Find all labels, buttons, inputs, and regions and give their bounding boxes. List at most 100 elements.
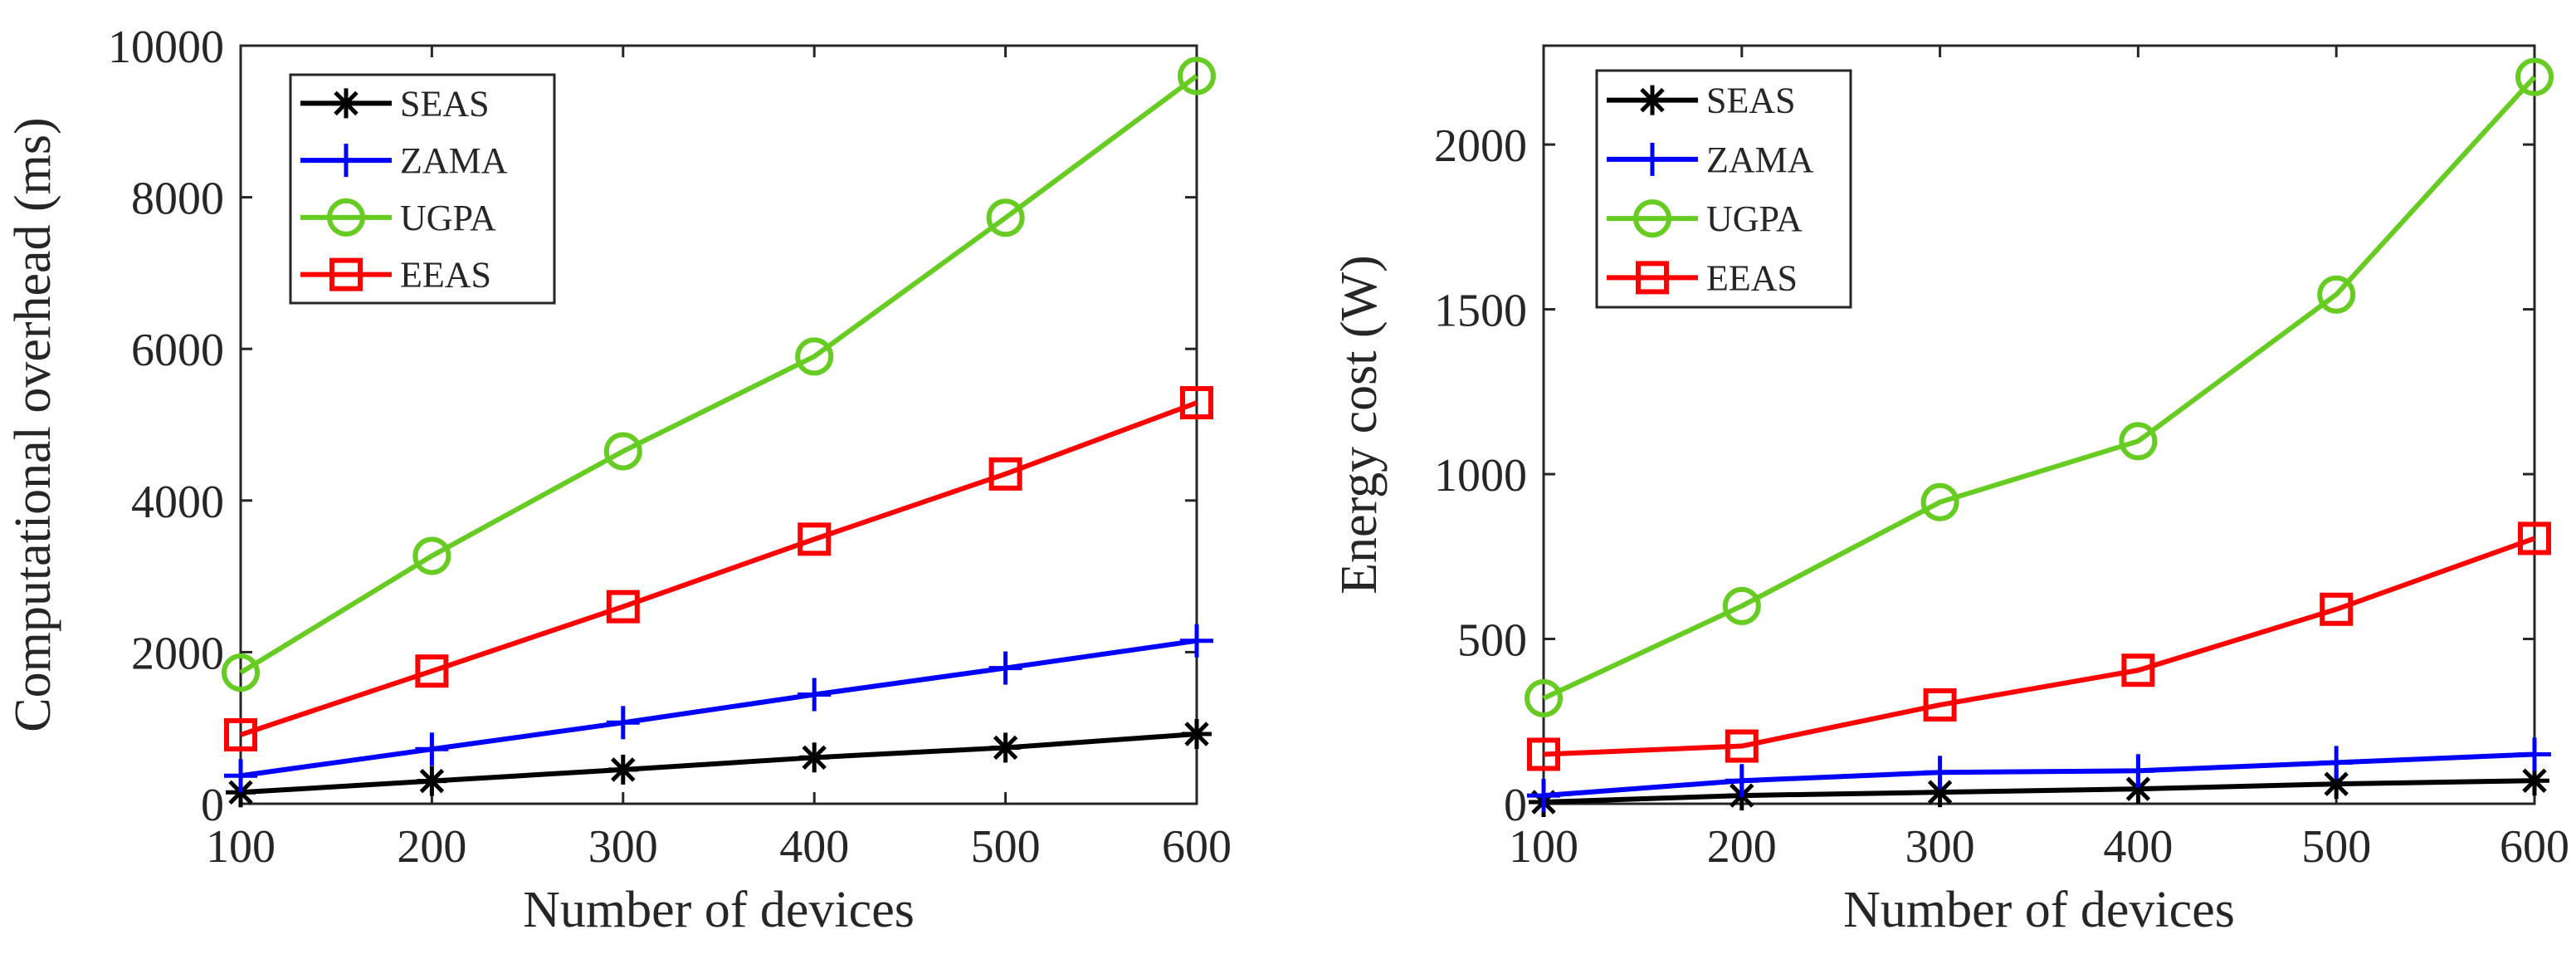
legend-entry-zama: ZAMA bbox=[1607, 139, 1814, 180]
x-axis-label: Number of devices bbox=[523, 882, 915, 938]
series-line-zama bbox=[240, 638, 1198, 779]
axes-frame bbox=[239, 44, 1198, 805]
legend-entry-zama: ZAMA bbox=[300, 140, 508, 181]
data-point-seas bbox=[799, 742, 830, 773]
legend-entry-eeas: EEAS bbox=[1607, 257, 1798, 298]
legend-marker-seas bbox=[331, 88, 361, 119]
data-point-zama bbox=[2121, 754, 2155, 788]
legend-marker-eeas bbox=[1636, 261, 1669, 295]
data-point-ugpa bbox=[986, 198, 1025, 237]
data-point-zama bbox=[606, 706, 640, 740]
x-tick-label: 500 bbox=[971, 821, 1041, 873]
series-line-eeas bbox=[1543, 536, 2536, 757]
data-point-eeas bbox=[1527, 737, 1560, 771]
legend-entry-eeas: EEAS bbox=[300, 255, 491, 296]
data-point-zama bbox=[415, 732, 449, 766]
data-point-seas bbox=[2321, 769, 2352, 800]
data-point-ugpa bbox=[1178, 56, 1216, 95]
series-line-seas bbox=[1543, 778, 2535, 805]
data-point-zama bbox=[1725, 764, 1759, 798]
series-seas bbox=[226, 719, 1212, 808]
legend-label-seas: SEAS bbox=[400, 83, 490, 124]
y-tick-label: 0 bbox=[1504, 780, 1527, 831]
series-ugpa bbox=[222, 56, 1216, 692]
data-point-ugpa bbox=[603, 432, 642, 471]
data-point-ugpa bbox=[2515, 57, 2554, 96]
legend-marker-eeas bbox=[329, 257, 363, 291]
series-zama bbox=[224, 624, 1213, 793]
legend-label-seas: SEAS bbox=[1706, 81, 1796, 121]
series-ugpa bbox=[1525, 57, 2554, 717]
legend-entry-ugpa: UGPA bbox=[300, 198, 496, 238]
legend-entry-seas: SEAS bbox=[1607, 81, 1796, 121]
y-tick-label: 10000 bbox=[108, 22, 224, 73]
legend-label-zama: ZAMA bbox=[400, 140, 508, 181]
series-line-ugpa bbox=[239, 74, 1198, 675]
data-point-ugpa bbox=[1525, 678, 1563, 717]
data-point-seas bbox=[417, 766, 447, 796]
y-tick-label: 8000 bbox=[131, 174, 224, 225]
x-tick-label: 600 bbox=[2500, 821, 2569, 873]
series-line-seas bbox=[240, 732, 1198, 795]
y-tick-label: 6000 bbox=[131, 325, 224, 376]
data-point-eeas bbox=[2121, 653, 2155, 688]
data-point-zama bbox=[1180, 624, 1213, 658]
data-point-eeas bbox=[2518, 521, 2551, 555]
legend: SEAS ZAMA UGPA EEAS bbox=[289, 73, 556, 305]
y-axis-label: Energy cost (W) bbox=[1331, 255, 1388, 595]
series-eeas bbox=[1527, 521, 2551, 771]
data-point-zama bbox=[2518, 737, 2551, 771]
legend-marker-ugpa bbox=[1633, 199, 1671, 238]
energy-cost-chart: 100 200 300 400 500 600 0 500 1000 1500 2000 Number… bbox=[1331, 44, 2569, 938]
y-tick-label: 500 bbox=[1457, 615, 1527, 667]
data-point-ugpa bbox=[1722, 586, 1761, 625]
legend-label-eeas: EEAS bbox=[1706, 257, 1798, 298]
y-tick-label: 2000 bbox=[131, 628, 224, 679]
legend-label-eeas: EEAS bbox=[400, 255, 491, 296]
y-tick-label: 2000 bbox=[1434, 120, 1527, 172]
x-tick-label: 300 bbox=[588, 821, 658, 873]
data-point-zama bbox=[224, 759, 257, 793]
legend-entry-ugpa: UGPA bbox=[1607, 198, 1803, 239]
y-tick-label: 1000 bbox=[1434, 450, 1527, 502]
data-point-eeas bbox=[798, 522, 832, 556]
y-axis-label: Computational overhead (ms) bbox=[5, 117, 61, 732]
data-point-ugpa bbox=[222, 653, 260, 692]
data-point-eeas bbox=[606, 590, 640, 624]
series-line-eeas bbox=[240, 400, 1198, 737]
legend-label-ugpa: UGPA bbox=[400, 198, 496, 238]
x-tick-label: 600 bbox=[1162, 821, 1232, 873]
data-point-seas bbox=[990, 732, 1021, 763]
data-point-eeas bbox=[1725, 729, 1759, 763]
data-point-eeas bbox=[1180, 386, 1213, 420]
data-point-zama bbox=[2320, 746, 2354, 780]
x-tick-label: 500 bbox=[2301, 821, 2371, 873]
computational-overhead-chart: 100 200 300 400 500 6000200040006000800010000… bbox=[5, 22, 1232, 938]
data-point-zama bbox=[1923, 756, 1957, 790]
data-point-zama bbox=[988, 651, 1022, 685]
x-tick-label: 200 bbox=[397, 821, 466, 873]
data-point-eeas bbox=[224, 717, 257, 751]
series-eeas bbox=[224, 386, 1213, 751]
legend-entry-seas: SEAS bbox=[300, 83, 490, 124]
x-axis-label: Number of devices bbox=[1843, 882, 2235, 938]
legend-marker-zama bbox=[1636, 142, 1669, 176]
data-point-eeas bbox=[1923, 688, 1957, 722]
legend-marker-ugpa bbox=[327, 198, 365, 237]
axes-frame bbox=[1542, 44, 2536, 805]
data-point-seas bbox=[607, 754, 638, 785]
series-line-ugpa bbox=[1542, 75, 2537, 701]
x-tick-label: 400 bbox=[2103, 821, 2173, 873]
data-point-zama bbox=[1527, 779, 1560, 813]
data-point-ugpa bbox=[795, 337, 834, 376]
data-point-ugpa bbox=[1920, 482, 1959, 521]
legend-marker-zama bbox=[329, 144, 363, 178]
legend-label-zama: ZAMA bbox=[1706, 139, 1814, 180]
data-point-ugpa bbox=[2317, 275, 2356, 314]
data-point-seas bbox=[1182, 719, 1212, 750]
legend-label-ugpa: UGPA bbox=[1706, 198, 1803, 239]
y-tick-label: 4000 bbox=[131, 477, 224, 528]
data-point-ugpa bbox=[2119, 422, 2158, 461]
data-point-ugpa bbox=[412, 536, 451, 575]
